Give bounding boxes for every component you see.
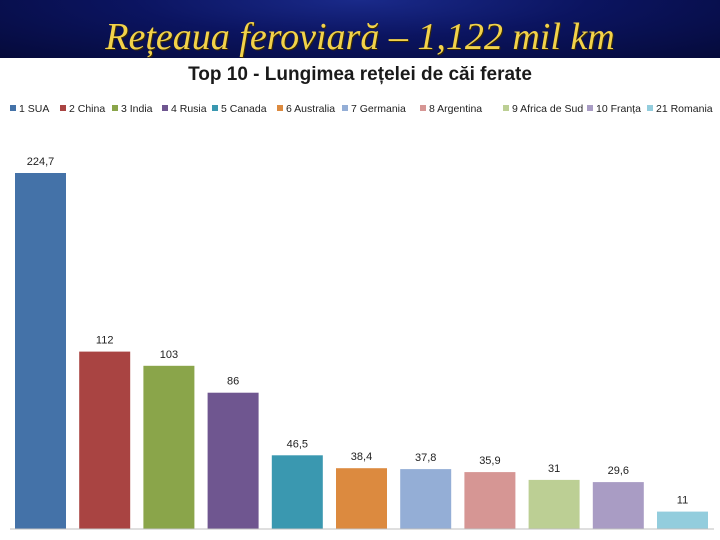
bar	[271, 455, 323, 529]
bar	[207, 392, 259, 529]
data-label: 37,8	[415, 452, 436, 464]
legend-entry: 3 India	[121, 103, 153, 115]
bar	[592, 482, 644, 529]
slide-header	[0, 0, 720, 58]
chart-legend: 1 SUA 2 China 3 India 4 Rusia 5 Canada 6 Aust…	[10, 103, 713, 115]
bar	[400, 469, 452, 529]
data-label: 11	[677, 495, 688, 507]
legend-entry: 2 China	[69, 103, 105, 115]
legend-entry: 9 Africa de Sud	[512, 103, 583, 115]
bar	[528, 479, 580, 529]
legend-entry: 8 Argentina	[429, 103, 482, 115]
bar	[143, 365, 195, 529]
slide-title: Rețeaua feroviară – 1,122 mil km	[105, 16, 615, 58]
data-label: 224,7	[27, 156, 55, 168]
legend-entry: 7 Germania	[351, 103, 406, 115]
legend-entry: 5 Canada	[221, 103, 267, 115]
bar-chart: 1 SUA 2 China 3 India 4 Rusia 5 Canada 6 Aust…	[10, 103, 714, 530]
data-label: 46,5	[287, 438, 308, 450]
legend-swatch	[162, 105, 168, 111]
data-label: 29,6	[608, 465, 629, 477]
data-label: 103	[160, 349, 178, 361]
legend-swatch	[10, 105, 16, 111]
legend-swatch	[647, 105, 653, 111]
legend-swatch	[112, 105, 118, 111]
chart-panel: 1 SUA 2 China 3 India 4 Rusia 5 Canada 6 Aust…	[0, 58, 720, 540]
legend-entry: 10 Franța	[596, 103, 641, 115]
legend-entry: 4 Rusia	[171, 103, 207, 115]
bar	[79, 351, 131, 529]
legend-entry: 6 Australia	[286, 103, 335, 115]
legend-entry: 1 SUA	[19, 103, 49, 115]
data-label: 31	[548, 463, 560, 475]
data-label: 38,4	[351, 451, 372, 463]
legend-swatch	[342, 105, 348, 111]
chart-title: Top 10 - Lungimea rețelei de căi ferate	[188, 64, 532, 85]
bar	[15, 173, 66, 529]
bar	[336, 468, 387, 529]
legend-swatch	[212, 105, 218, 111]
chart-bars: 224,7 112 103 86 46,5 38,4 37,8 35,9 31 29,6 11	[15, 156, 708, 529]
data-label: 86	[227, 376, 239, 388]
data-label: 112	[96, 335, 114, 347]
legend-entry: 21 Romania	[656, 103, 713, 115]
legend-swatch	[587, 105, 593, 111]
legend-swatch	[60, 105, 66, 111]
legend-swatch	[277, 105, 283, 111]
legend-swatch	[420, 105, 426, 111]
legend-swatch	[503, 105, 509, 111]
data-label: 35,9	[479, 455, 500, 467]
bar	[657, 511, 708, 529]
bar	[464, 472, 516, 529]
